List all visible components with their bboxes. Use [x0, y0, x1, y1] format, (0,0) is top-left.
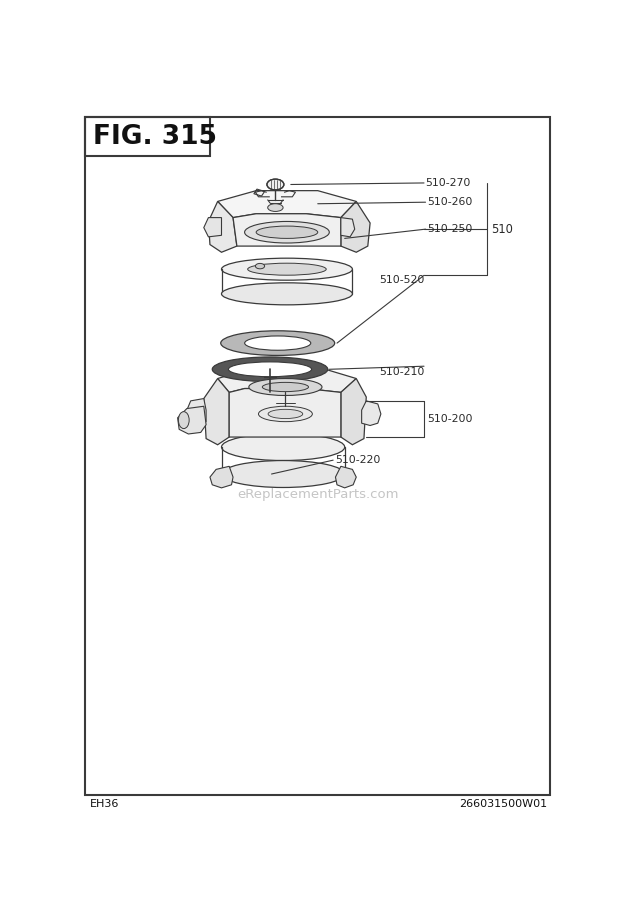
Text: 510-520: 510-520	[379, 275, 425, 285]
Polygon shape	[335, 467, 356, 488]
Ellipse shape	[267, 179, 284, 190]
Polygon shape	[341, 379, 366, 445]
Text: 510-210: 510-210	[379, 367, 425, 377]
Ellipse shape	[221, 460, 345, 488]
Text: 510-220: 510-220	[335, 455, 380, 465]
Ellipse shape	[221, 258, 352, 280]
Ellipse shape	[221, 434, 345, 460]
Polygon shape	[341, 201, 370, 253]
Polygon shape	[229, 389, 341, 437]
Ellipse shape	[228, 362, 312, 377]
Ellipse shape	[268, 409, 303, 418]
Text: 510-260: 510-260	[427, 198, 472, 207]
Ellipse shape	[268, 204, 283, 211]
Polygon shape	[208, 201, 237, 253]
Ellipse shape	[221, 331, 335, 355]
Polygon shape	[218, 190, 356, 218]
Text: 266031500W01: 266031500W01	[459, 800, 547, 810]
Text: 510-200: 510-200	[427, 414, 472, 425]
Ellipse shape	[262, 382, 309, 392]
Ellipse shape	[212, 357, 328, 382]
Text: 510-250: 510-250	[427, 224, 472, 234]
Ellipse shape	[245, 336, 311, 350]
Text: FIG. 315: FIG. 315	[93, 124, 217, 150]
Polygon shape	[218, 370, 356, 393]
Text: eReplacementParts.com: eReplacementParts.com	[237, 489, 399, 501]
Ellipse shape	[249, 379, 322, 395]
Polygon shape	[210, 467, 233, 488]
Text: EH36: EH36	[90, 800, 119, 810]
Polygon shape	[187, 399, 206, 424]
Polygon shape	[233, 214, 341, 246]
Polygon shape	[361, 401, 381, 425]
Polygon shape	[204, 218, 221, 237]
Ellipse shape	[255, 264, 265, 269]
Polygon shape	[204, 379, 229, 445]
Ellipse shape	[245, 221, 329, 243]
Text: 510: 510	[491, 222, 513, 236]
Polygon shape	[177, 406, 206, 434]
Ellipse shape	[256, 226, 317, 239]
Ellipse shape	[259, 406, 312, 422]
Ellipse shape	[179, 412, 189, 428]
Polygon shape	[341, 218, 355, 237]
Ellipse shape	[247, 264, 326, 275]
Text: 510-270: 510-270	[425, 178, 471, 188]
Ellipse shape	[221, 283, 352, 305]
